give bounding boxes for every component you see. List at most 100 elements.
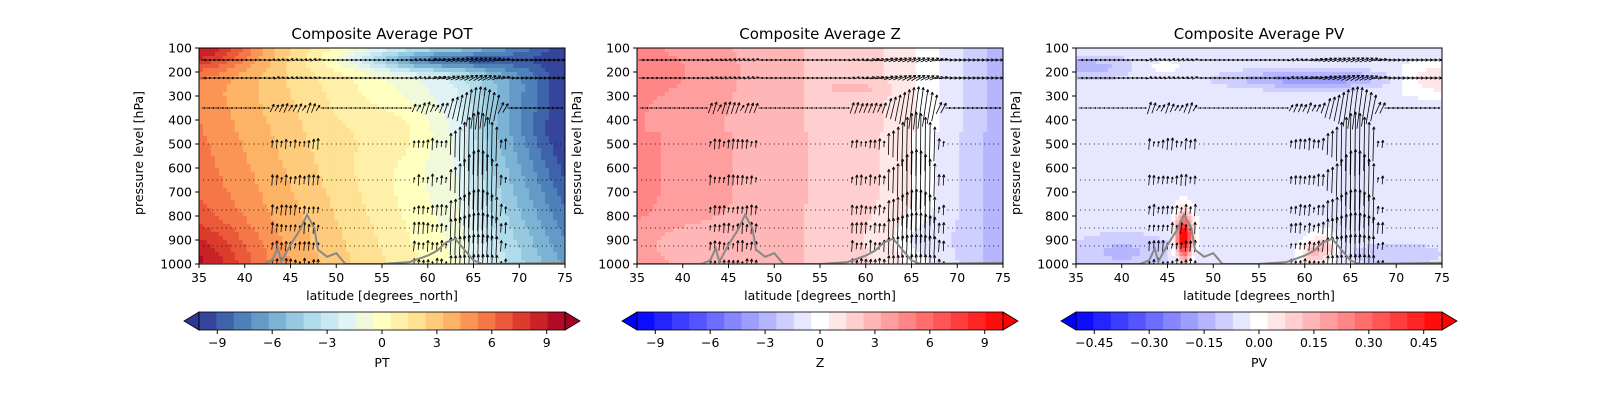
- heatmap-cell: [314, 176, 319, 181]
- heatmap-cell: [497, 248, 502, 253]
- heatmap-cell: [501, 200, 506, 205]
- heatmap-cell: [397, 220, 403, 225]
- heatmap-cell: [222, 68, 228, 73]
- heatmap-cell: [246, 152, 252, 157]
- heatmap-cell: [282, 116, 288, 121]
- heatmap-cell: [445, 252, 451, 257]
- heatmap-cell: [501, 140, 506, 145]
- heatmap-cell: [234, 236, 240, 241]
- heatmap-cell: [282, 236, 288, 241]
- heatmap-cell: [234, 136, 240, 141]
- heatmap-cell: [254, 160, 260, 165]
- heatmap-cell: [230, 104, 236, 109]
- heatmap-cell: [270, 188, 276, 193]
- heatmap-cell: [294, 116, 300, 121]
- heatmap-cell: [342, 232, 347, 237]
- heatmap-cell: [226, 112, 232, 117]
- heatmap-cell: [497, 68, 502, 73]
- heatmap-cell: [481, 48, 487, 53]
- heatmap-cell: [382, 48, 387, 53]
- heatmap-cell: [497, 232, 502, 237]
- heatmap-cell: [421, 156, 427, 161]
- heatmap-cell: [397, 100, 403, 105]
- heatmap-cell: [561, 196, 565, 201]
- heatmap-cell: [469, 76, 475, 81]
- heatmap-cell: [218, 120, 224, 125]
- heatmap-cell: [370, 172, 375, 177]
- heatmap-cell: [485, 68, 491, 73]
- heatmap-cell: [477, 48, 483, 53]
- heatmap-cell: [274, 80, 280, 85]
- heatmap-cell: [362, 60, 367, 65]
- heatmap-cell: [382, 208, 387, 213]
- heatmap-cell: [270, 132, 276, 137]
- heatmap-cell: [425, 132, 431, 137]
- heatmap-cell: [199, 152, 204, 157]
- heatmap-cell: [389, 64, 395, 69]
- heatmap-cell: [405, 200, 411, 205]
- heatmap-cell: [421, 144, 427, 149]
- heatmap-cell: [557, 164, 562, 169]
- heatmap-cell: [270, 80, 276, 85]
- heatmap-cell: [389, 160, 395, 165]
- heatmap-cell: [246, 84, 252, 89]
- heatmap-cell: [429, 232, 435, 237]
- heatmap-cell: [370, 48, 375, 53]
- heatmap-cell: [290, 92, 296, 97]
- heatmap-cell: [378, 164, 383, 169]
- heatmap-cell: [258, 84, 264, 89]
- heatmap-cell: [202, 80, 208, 85]
- heatmap-cell: [234, 240, 240, 245]
- heatmap-cell: [445, 200, 451, 205]
- heatmap-cell: [561, 168, 565, 173]
- heatmap-cell: [537, 128, 542, 133]
- heatmap-cell: [214, 136, 220, 141]
- heatmap-cell: [405, 156, 411, 161]
- heatmap-cell: [529, 244, 534, 249]
- heatmap-cell: [417, 132, 423, 137]
- heatmap-cell: [246, 88, 252, 93]
- heatmap-cell: [350, 196, 355, 201]
- heatmap-cell: [521, 92, 526, 97]
- heatmap-cell: [282, 204, 288, 209]
- heatmap-cell: [266, 208, 272, 213]
- heatmap-cell: [278, 132, 284, 137]
- heatmap-cell: [362, 64, 367, 69]
- heatmap-cell: [545, 188, 550, 193]
- heatmap-cell: [385, 196, 391, 201]
- heatmap-cell: [346, 108, 351, 113]
- heatmap-cell: [222, 176, 228, 181]
- heatmap-cell: [509, 52, 514, 57]
- heatmap-cell: [425, 92, 431, 97]
- heatmap-cell: [382, 212, 387, 217]
- heatmap-cell: [370, 184, 375, 189]
- heatmap-cell: [302, 116, 308, 121]
- heatmap-cell: [342, 256, 347, 261]
- heatmap-cell: [437, 184, 443, 189]
- heatmap-cell: [529, 256, 534, 261]
- heatmap-cell: [545, 240, 550, 245]
- heatmap-cell: [234, 228, 240, 233]
- heatmap-cell: [413, 192, 419, 197]
- heatmap-cell: [270, 252, 276, 257]
- heatmap-cell: [254, 92, 260, 97]
- heatmap-cell: [206, 104, 212, 109]
- heatmap-cell: [238, 96, 244, 101]
- heatmap-cell: [385, 256, 391, 261]
- heatmap-cell: [270, 100, 276, 105]
- heatmap-cell: [453, 188, 459, 193]
- heatmap-cell: [242, 60, 248, 65]
- heatmap-cell: [537, 80, 542, 85]
- heatmap-cell: [238, 116, 244, 121]
- heatmap-cell: [557, 80, 562, 85]
- heatmap-cell: [485, 52, 491, 57]
- heatmap-cell: [322, 236, 327, 241]
- heatmap-cell: [286, 160, 292, 165]
- heatmap-cell: [234, 164, 240, 169]
- heatmap-cell: [561, 108, 565, 113]
- heatmap-cell: [366, 52, 371, 57]
- heatmap-cell: [346, 92, 351, 97]
- heatmap-cell: [533, 148, 538, 153]
- heatmap-cell: [298, 48, 304, 53]
- heatmap-cell: [382, 252, 387, 257]
